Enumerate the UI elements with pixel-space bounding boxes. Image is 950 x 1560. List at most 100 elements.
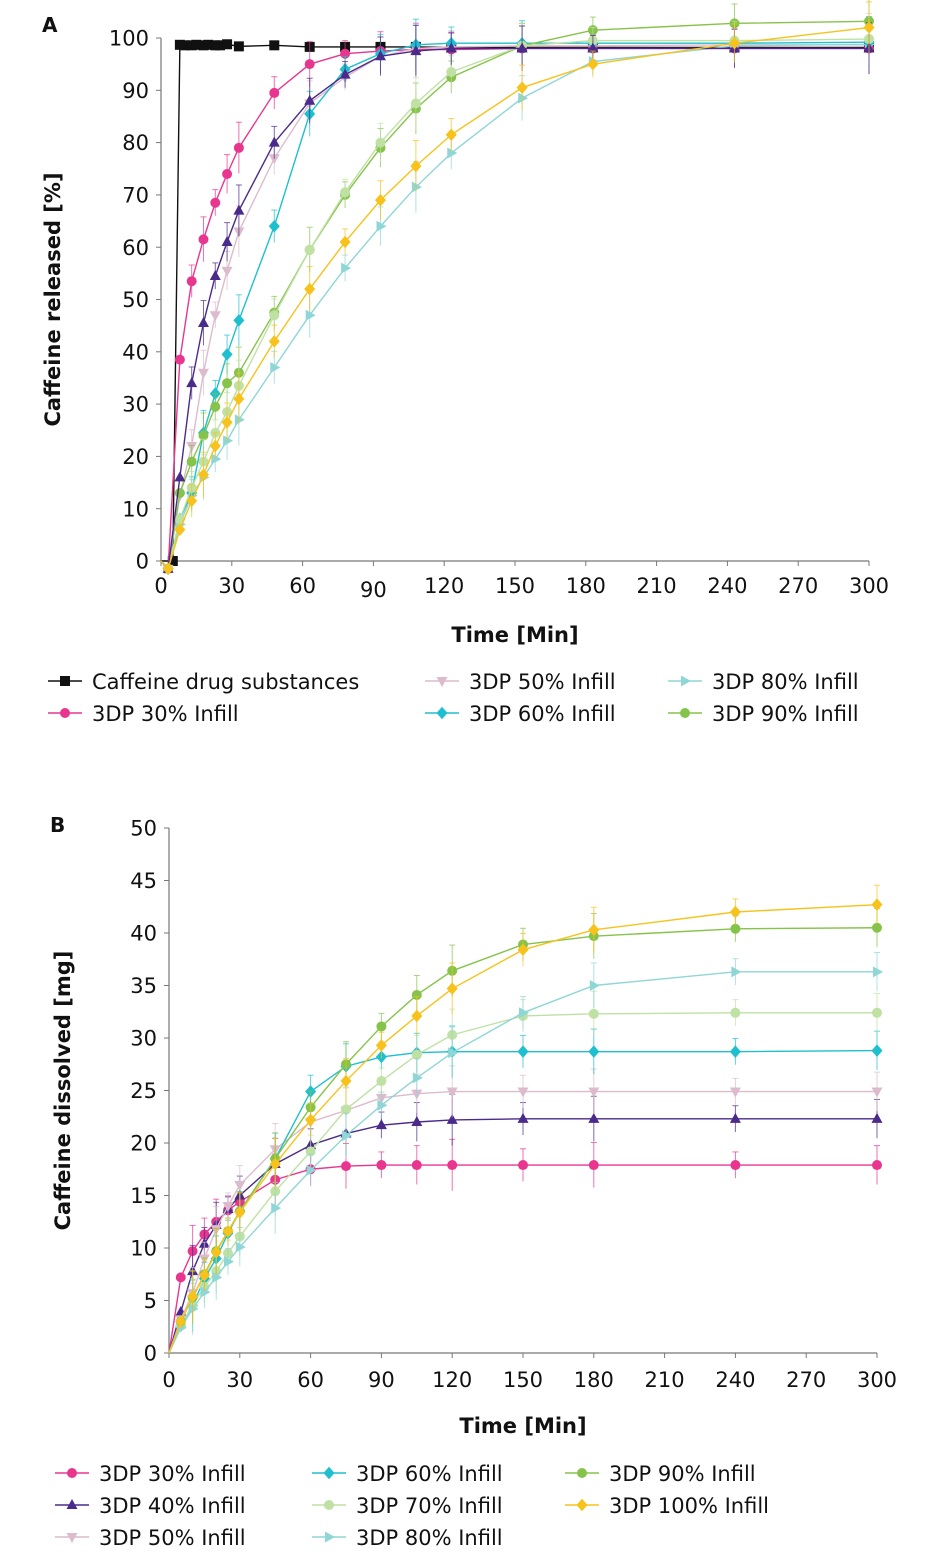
legend-item-3dp-70-infill: 3DP 70% Infill [312, 1494, 503, 1518]
point-3dp-100-infill [209, 439, 221, 453]
series-3dp-60-infill [160, 16, 875, 576]
point-3dp-100-infill [729, 905, 741, 919]
point-3dp-100-infill [186, 494, 198, 508]
line-3dp-60-infill [160, 41, 870, 571]
point-caffeine-drug-substances [269, 40, 280, 51]
point-3dp-50-infill [209, 311, 221, 322]
series-3dp-70-infill [168, 990, 882, 1354]
point-3dp-100-infill [375, 1039, 387, 1052]
point-3dp-40-infill [233, 204, 245, 215]
point-3dp-30-infill [588, 1160, 599, 1171]
point-3dp-90-infill [210, 401, 221, 412]
y-tick-label: 20 [122, 445, 149, 469]
point-3dp-40-infill [410, 45, 422, 56]
y-tick-label: 30 [130, 1027, 157, 1051]
y-tick-label: 5 [144, 1289, 157, 1313]
point-3dp-80-infill [306, 1164, 317, 1176]
point-3dp-70-infill [341, 1104, 351, 1115]
point-3dp-100-infill [445, 128, 457, 142]
line-3dp-30-infill [160, 47, 869, 571]
legend-marker-3dp-30-infill [60, 708, 70, 718]
point-3dp-100-infill [516, 81, 528, 94]
point-3dp-50-infill [222, 1202, 234, 1212]
line-caffeine-drug-substances [161, 43, 869, 562]
x-tick-label: 180 [574, 1368, 614, 1392]
point-3dp-30-infill [210, 197, 221, 208]
legend-item-3dp-80-infill: 3DP 80% Infill [312, 1526, 503, 1550]
point-3dp-90-infill [376, 1021, 387, 1032]
point-3dp-70-infill [410, 98, 421, 109]
y-tick-label: 60 [122, 236, 149, 260]
panel-a-label: A [42, 13, 58, 37]
point-3dp-100-infill [174, 523, 186, 536]
point-3dp-30-infill [730, 1160, 741, 1171]
y-tick-label: 0 [136, 550, 149, 574]
panel-b-chart: 0 30 60 90 120 150 180 210 240 270 300 0 5 10 15 20 25 30… [51, 817, 897, 1550]
point-3dp-50-infill [234, 1181, 246, 1191]
x-axis-title: Time [Min] [459, 1414, 586, 1438]
point-3dp-100-infill [305, 1113, 317, 1127]
y-axis-title: Caffeine released [%] [41, 172, 65, 426]
panel-a-chart: 0 30 60 90 120 150 180 210 240 270 300 0 10 20 30 40 50 6… [41, 0, 889, 726]
point-3dp-30-infill [411, 1160, 422, 1171]
point-3dp-70-infill [340, 187, 351, 198]
point-3dp-70-infill [588, 1008, 599, 1019]
point-3dp-100-infill [374, 193, 386, 207]
point-3dp-30-infill [447, 1160, 458, 1171]
point-3dp-50-infill [268, 154, 280, 165]
series-3dp-70-infill [160, 12, 874, 574]
point-3dp-90-infill [411, 989, 422, 1000]
point-caffeine-drug-substances [222, 39, 233, 50]
legend-label: 3DP 60% Infill [469, 702, 616, 726]
x-tick-label: 300 [849, 574, 889, 598]
y-tick-label: 50 [130, 817, 157, 841]
legend-marker-3dp-70-infill [324, 1500, 334, 1510]
x-tick-label: 270 [778, 574, 818, 598]
legend-marker-3dp-100-infill [576, 1498, 588, 1512]
legend-label: 3DP 90% Infill [712, 702, 859, 726]
line-3dp-50-infill [160, 44, 869, 571]
point-3dp-100-infill [304, 282, 316, 296]
legend-marker-3dp-80-infill [325, 1531, 335, 1543]
y-tick-label: 40 [130, 922, 157, 946]
point-3dp-70-infill [872, 1007, 882, 1018]
point-3dp-30-infill [186, 276, 197, 287]
series-caffeine-drug-substances [161, 39, 874, 566]
point-3dp-80-infill [305, 309, 316, 321]
point-3dp-30-infill [175, 1272, 186, 1283]
point-3dp-80-infill [211, 453, 222, 465]
x-tick-label: 270 [786, 1368, 826, 1392]
point-3dp-30-infill [872, 1160, 882, 1171]
series-3dp-80-infill [168, 951, 883, 1354]
point-3dp-100-infill [162, 562, 174, 576]
point-3dp-70-infill [411, 1049, 422, 1060]
series-3dp-100-infill [168, 884, 883, 1354]
point-3dp-60-infill [268, 220, 280, 233]
y-tick-label: 30 [122, 393, 149, 417]
series-3dp-30-infill [160, 22, 874, 574]
point-3dp-30-infill [222, 168, 233, 179]
legend-marker-3dp-50-infill [436, 677, 448, 687]
y-tick-label: 45 [130, 869, 157, 893]
series-3dp-30-infill [168, 1138, 882, 1354]
point-3dp-40-infill [587, 42, 599, 53]
legend-item-3dp-60-infill: 3DP 60% Infill [312, 1462, 503, 1486]
legend-item-3dp-30-infill: 3DP 30% Infill [48, 702, 239, 726]
legend-label: 3DP 90% Infill [609, 1462, 756, 1486]
point-3dp-80-infill [341, 262, 352, 274]
legend-item-3dp-30-infill: 3DP 30% Infill [55, 1462, 246, 1486]
point-3dp-50-infill [871, 1087, 883, 1098]
legend-label: 3DP 80% Infill [356, 1526, 503, 1550]
point-3dp-40-infill [304, 94, 316, 105]
point-3dp-80-infill [519, 1007, 529, 1019]
point-3dp-100-infill [517, 943, 529, 957]
point-3dp-40-infill [411, 1116, 423, 1126]
point-3dp-80-infill [234, 414, 245, 426]
point-caffeine-drug-substances [233, 41, 244, 52]
point-3dp-40-infill [446, 1113, 458, 1124]
point-3dp-30-infill [518, 1160, 528, 1171]
point-3dp-100-infill [587, 57, 599, 71]
point-3dp-100-infill [234, 1206, 246, 1219]
legend-label: 3DP 60% Infill [356, 1462, 503, 1486]
